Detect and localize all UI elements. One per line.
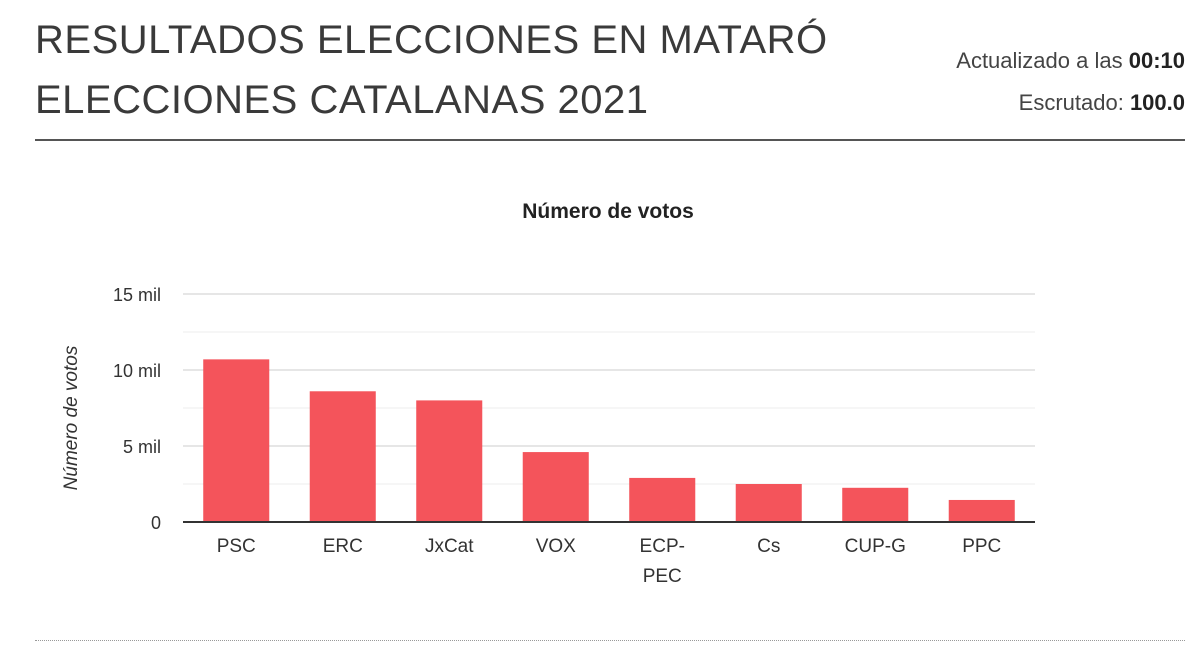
chart-bars [203, 359, 1015, 522]
x-tick-label: ECP- [640, 536, 685, 557]
page-header: RESULTADOS ELECCIONES EN MATARÓ ELECCION… [35, 0, 1185, 140]
bar-jxcat [416, 400, 483, 522]
scrutinized-label: Escrutado: [1018, 90, 1124, 115]
x-tick-label: PSC [217, 536, 256, 557]
page-subtitle: ELECCIONES CATALANAS 2021 [35, 78, 649, 122]
chart-ticks: 0 5 mil 10 mil 15 mil PSC ERC JxCat VOX ECP- PEC C… [113, 285, 1001, 587]
chart-title: Número de votos [522, 200, 694, 223]
page-title: RESULTADOS ELECCIONES EN MATARÓ [35, 18, 828, 62]
y-tick-label: 10 mil [113, 361, 161, 381]
bar-ecp-pec [629, 477, 696, 522]
bar-erc [309, 391, 376, 522]
x-tick-label: JxCat [425, 536, 474, 557]
x-tick-label: ERC [323, 536, 363, 557]
footer-divider [35, 640, 1185, 641]
x-tick-label: VOX [536, 536, 576, 557]
y-tick-label: 5 mil [123, 437, 161, 457]
updated-label: Actualizado a las [956, 48, 1123, 73]
votes-bar-chart: Número de votos Número de votos 0 5 mil 10… [61, 200, 1035, 587]
bar-cs [735, 484, 802, 522]
header-divider [35, 139, 1185, 141]
x-tick-label: PEC [643, 566, 682, 587]
y-axis-label: Número de votos [61, 345, 82, 490]
y-tick-label: 0 [151, 513, 161, 533]
scrutinized-value: 100.0 [1129, 90, 1185, 115]
bar-vox [522, 452, 589, 522]
bar-psc [203, 359, 270, 522]
update-status: Actualizado a las 00:10 [956, 48, 1185, 74]
bar-cup-g [842, 487, 909, 522]
bar-ppc [948, 499, 1015, 522]
scrutiny-status: Escrutado: 100.0 [1019, 90, 1185, 116]
x-tick-label: CUP-G [845, 536, 906, 557]
x-tick-label: PPC [962, 536, 1001, 557]
x-tick-label: Cs [757, 536, 780, 557]
y-tick-label: 15 mil [113, 285, 161, 305]
updated-time: 00:10 [1128, 48, 1185, 73]
